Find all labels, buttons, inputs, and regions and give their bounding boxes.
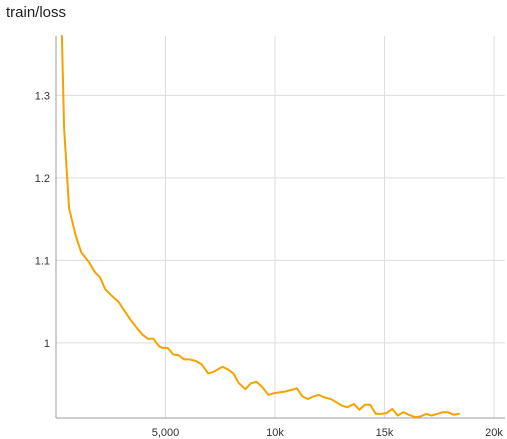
loss-series-line <box>60 35 460 419</box>
tick-label-layer: 5,000 10k 15k 20k 1 1.1 1.2 1.3 <box>35 90 504 439</box>
y-tick-label: 1.3 <box>35 90 50 102</box>
axis-layer <box>55 36 505 419</box>
series-layer <box>60 35 460 419</box>
y-tick-label: 1.2 <box>35 173 50 185</box>
x-tick-label: 15k <box>376 427 394 439</box>
x-tick-label: 20k <box>485 427 503 439</box>
y-tick-label: 1 <box>44 338 50 350</box>
grid-layer <box>56 36 505 418</box>
x-tick-label: 10k <box>266 427 284 439</box>
y-tick-label: 1.1 <box>35 255 50 267</box>
chart-title: train/loss <box>6 4 67 21</box>
x-tick-label: 5,000 <box>152 427 180 439</box>
